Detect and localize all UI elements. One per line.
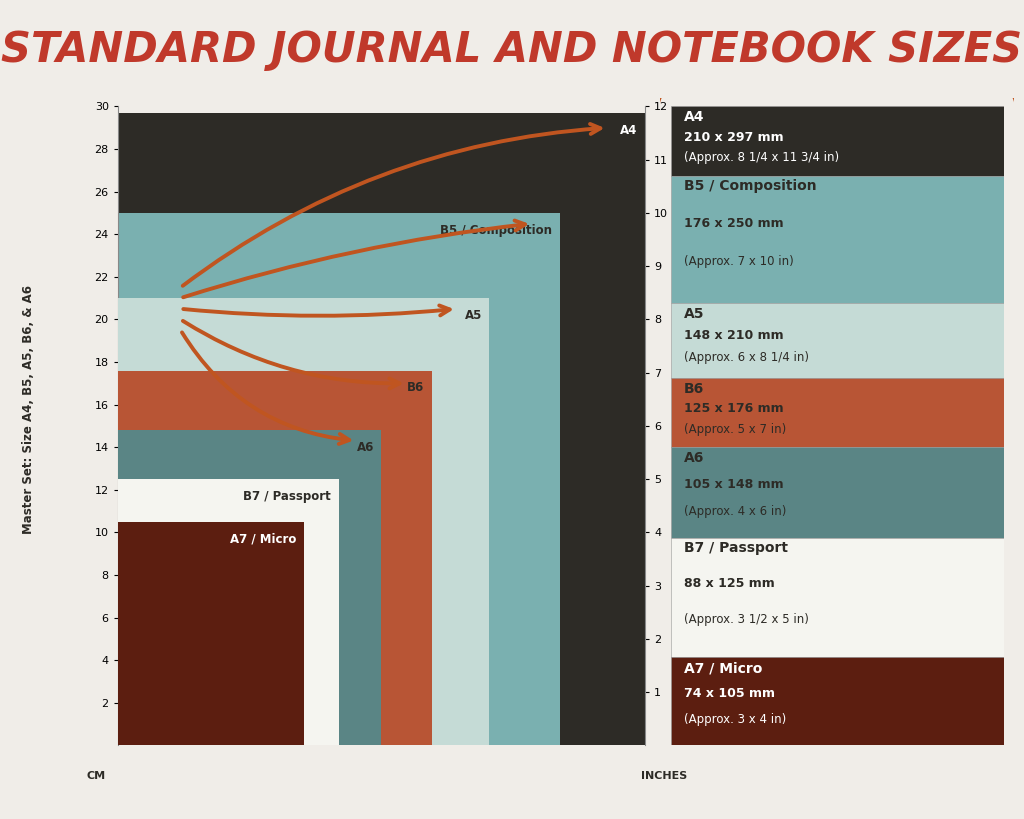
Text: A6: A6 [356,441,374,454]
Text: A4: A4 [684,111,705,124]
Bar [671,176,1004,304]
Text: 74 x 105 mm: 74 x 105 mm [684,687,775,700]
Bar [671,658,1004,745]
Bar [671,538,1004,658]
Text: (Approx. 3 1/2 x 5 in): (Approx. 3 1/2 x 5 in) [684,613,809,626]
Text: (Approx. 5 x 7 in): (Approx. 5 x 7 in) [684,423,786,436]
Text: B6: B6 [407,381,424,394]
Text: 125 x 176 mm: 125 x 176 mm [684,402,783,415]
Bar [118,298,489,745]
Text: B5 / Composition: B5 / Composition [440,224,552,237]
Bar [118,370,432,745]
Text: 210 x 297 mm: 210 x 297 mm [684,131,783,144]
Bar [671,304,1004,378]
Text: A6: A6 [684,451,705,465]
Text: INCHES: INCHES [641,771,687,781]
Text: (Approx. 7 x 10 in): (Approx. 7 x 10 in) [684,256,794,269]
Text: B7 / Passport: B7 / Passport [684,541,788,555]
Text: Master Set: Size A4, B5, A5, B6, & A6: Master Set: Size A4, B5, A5, B6, & A6 [23,285,35,534]
Bar [118,213,560,745]
Text: B7 / Passport: B7 / Passport [244,490,331,503]
Text: 88 x 125 mm: 88 x 125 mm [684,577,775,590]
Text: A7 / Micro: A7 / Micro [684,661,763,675]
Text: 176 x 250 mm: 176 x 250 mm [684,217,783,230]
Bar [671,106,1004,176]
Bar [671,378,1004,447]
Text: (Approx. 6 x 8 1/4 in): (Approx. 6 x 8 1/4 in) [684,351,809,364]
Text: A7 / Micro: A7 / Micro [229,532,296,545]
Bar [118,430,381,745]
Text: CM: CM [86,771,105,781]
Bar [118,522,303,745]
Text: B5 / Composition: B5 / Composition [684,179,817,193]
Text: B6: B6 [684,382,705,396]
Text: 148 x 210 mm: 148 x 210 mm [684,329,783,342]
Bar [118,479,339,745]
Text: A4: A4 [621,124,638,137]
Text: 105 x 148 mm: 105 x 148 mm [684,477,783,491]
Text: A5: A5 [684,307,705,321]
Text: STANDARD JOURNAL AND NOTEBOOK SIZES: STANDARD JOURNAL AND NOTEBOOK SIZES [1,29,1023,70]
Bar [671,447,1004,538]
Text: (Approx. 8 1/4 x 11 3/4 in): (Approx. 8 1/4 x 11 3/4 in) [684,152,839,165]
Text: (Approx. 4 x 6 in): (Approx. 4 x 6 in) [684,505,786,518]
Text: A5: A5 [465,309,482,322]
Text: (Approx. 3 x 4 in): (Approx. 3 x 4 in) [684,713,786,726]
